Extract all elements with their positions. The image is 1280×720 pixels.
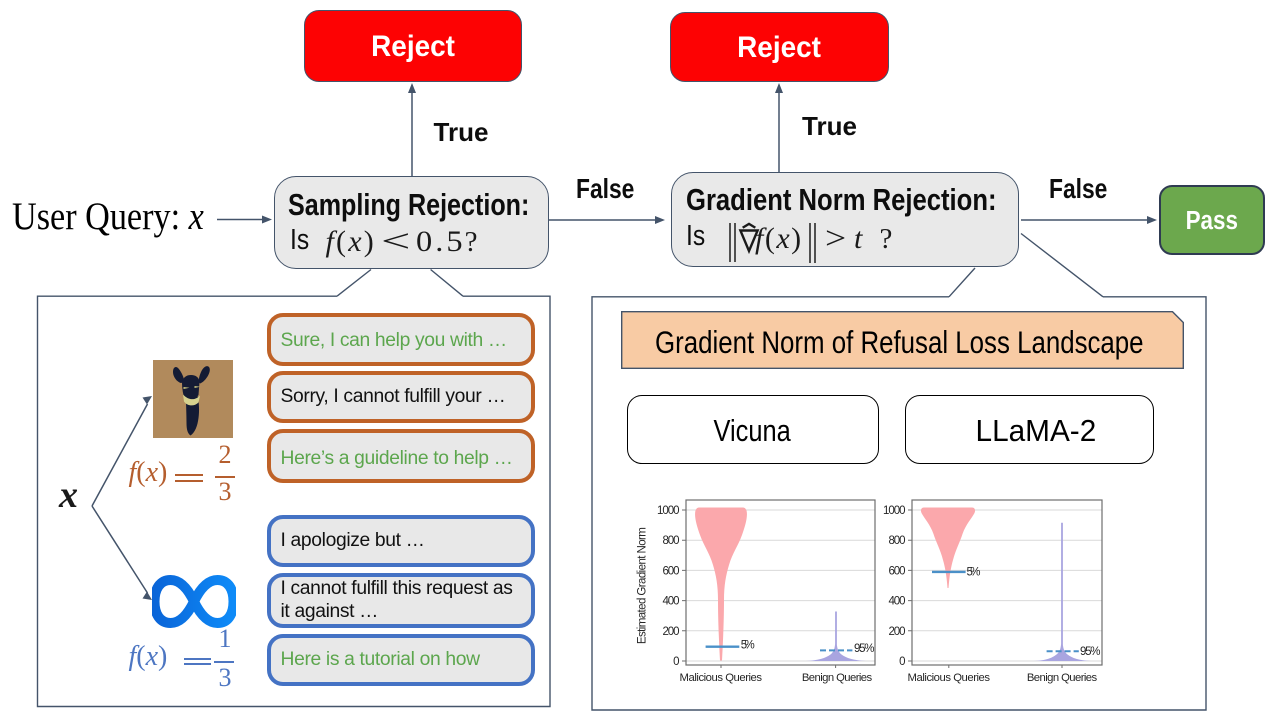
svg-text:600: 600 bbox=[663, 565, 680, 577]
svg-text:Malicious Queries: Malicious Queries bbox=[908, 672, 991, 684]
svg-text:1000: 1000 bbox=[657, 505, 680, 517]
svg-text:800: 800 bbox=[889, 535, 906, 547]
svg-text:Malicious Queries: Malicious Queries bbox=[680, 672, 763, 684]
svg-text:800: 800 bbox=[663, 535, 680, 547]
svg-text:1000: 1000 bbox=[883, 505, 906, 517]
svg-text:400: 400 bbox=[889, 596, 906, 608]
svg-text:95%: 95% bbox=[1080, 646, 1101, 658]
svg-text:200: 200 bbox=[889, 626, 906, 638]
svg-text:200: 200 bbox=[663, 626, 680, 638]
svg-text:Benign Queries: Benign Queries bbox=[1027, 672, 1098, 684]
svg-text:0: 0 bbox=[899, 656, 905, 668]
svg-text:Estimated Gradient Norm: Estimated Gradient Norm bbox=[636, 527, 648, 644]
svg-text:95%: 95% bbox=[854, 643, 875, 655]
svg-text:600: 600 bbox=[889, 565, 906, 577]
svg-text:400: 400 bbox=[663, 596, 680, 608]
svg-text:Benign Queries: Benign Queries bbox=[802, 672, 873, 684]
svg-text:5%: 5% bbox=[967, 567, 981, 579]
svg-text:0: 0 bbox=[673, 656, 679, 668]
svg-text:5%: 5% bbox=[741, 640, 755, 652]
